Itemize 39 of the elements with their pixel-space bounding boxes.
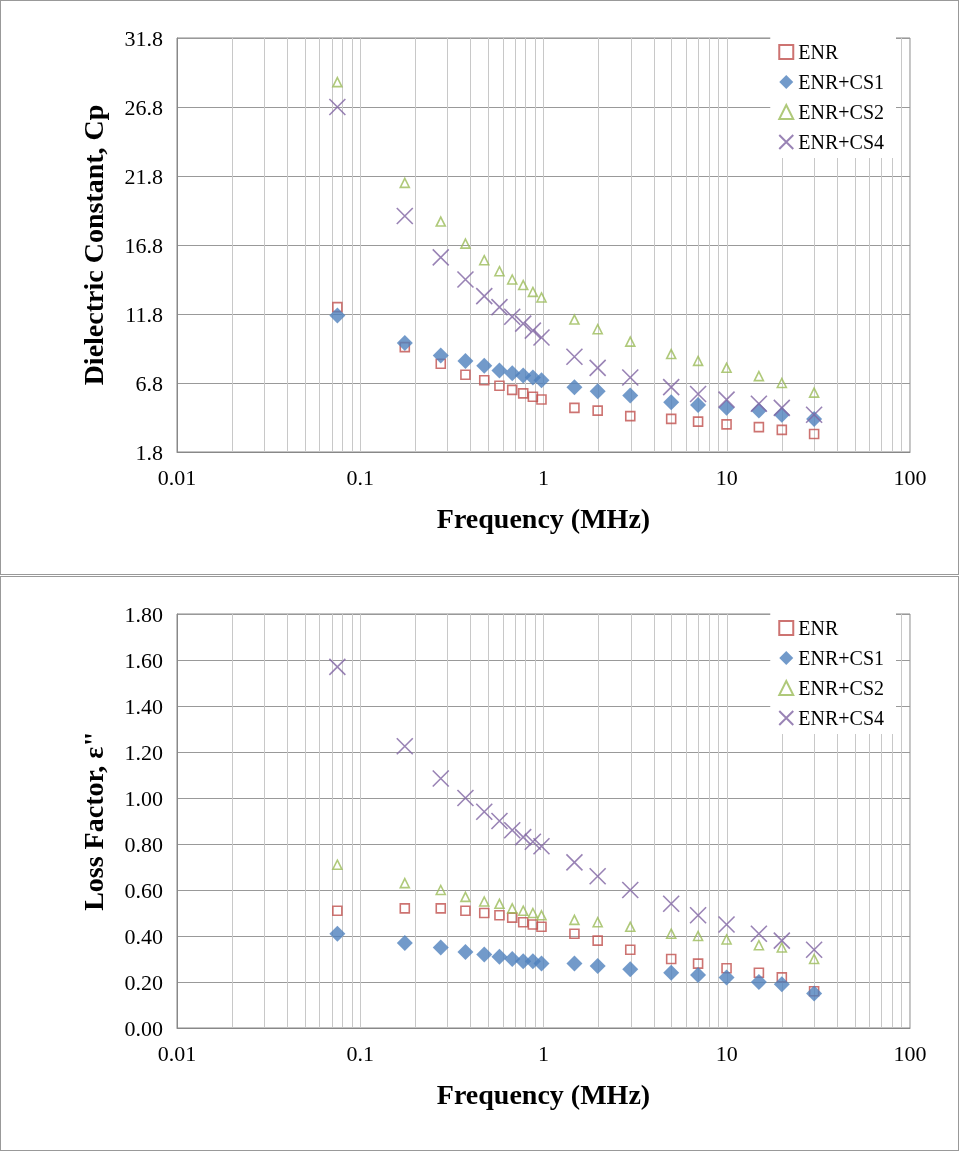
x-axis-title: Frequency (MHz) <box>436 502 651 534</box>
legend-label: ENR+CS2 <box>798 101 885 123</box>
y-tick-label: 31.8 <box>124 25 163 51</box>
legend-label: ENR+CS4 <box>798 131 885 153</box>
y-axis-title: Dielectric Constant, Cp <box>77 104 109 386</box>
y-tick-label: 0.40 <box>124 923 163 949</box>
x-tick-label: 0.1 <box>346 464 374 490</box>
x-tick-label: 100 <box>893 1040 927 1066</box>
legend-label: ENR <box>798 617 839 639</box>
y-tick-label: 0.20 <box>124 969 163 995</box>
legend-label: ENR+CS2 <box>798 677 885 699</box>
legend-label: ENR+CS1 <box>798 71 885 93</box>
y-tick-label: 26.8 <box>124 94 163 120</box>
x-tick-label: 1 <box>538 1040 549 1066</box>
x-axis-title: Frequency (MHz) <box>436 1078 651 1110</box>
y-tick-label: 1.80 <box>124 601 163 627</box>
y-tick-label: 0.00 <box>124 1015 163 1041</box>
x-tick-label: 0.01 <box>157 464 197 490</box>
y-tick-label: 1.8 <box>135 439 163 465</box>
y-tick-label: 11.8 <box>125 301 163 327</box>
y-tick-label: 21.8 <box>124 163 163 189</box>
y-tick-label: 6.8 <box>135 370 163 396</box>
legend-label: ENR <box>798 41 839 63</box>
y-tick-label: 0.80 <box>124 831 163 857</box>
y-tick-label: 0.60 <box>124 877 163 903</box>
x-tick-label: 0.1 <box>346 1040 374 1066</box>
x-tick-label: 100 <box>893 464 927 490</box>
y-tick-label: 16.8 <box>124 232 163 258</box>
y-tick-label: 1.20 <box>124 739 163 765</box>
x-tick-label: 1 <box>538 464 549 490</box>
x-tick-label: 10 <box>715 1040 738 1066</box>
legend-label: ENR+CS4 <box>798 707 885 729</box>
x-tick-label: 0.01 <box>157 1040 197 1066</box>
y-tick-label: 1.60 <box>124 647 163 673</box>
y-tick-label: 1.00 <box>124 785 163 811</box>
x-tick-label: 10 <box>715 464 738 490</box>
y-tick-label: 1.40 <box>124 693 163 719</box>
y-axis-title: Loss Factor, ε" <box>77 731 109 911</box>
legend-label: ENR+CS1 <box>798 647 885 669</box>
